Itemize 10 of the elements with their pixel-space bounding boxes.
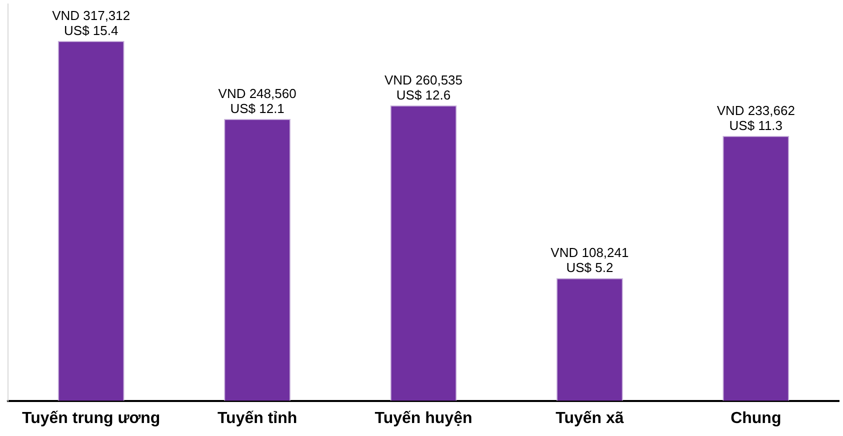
x-tick-label: Tuyến huyện (374, 410, 472, 427)
data-label: VND 108,241 US$ 5.2 (550, 245, 629, 276)
data-label: VND 317,312 US$ 15.4 (52, 8, 130, 38)
x-tick-label: Tuyến trung ương (22, 410, 160, 427)
x-tick-label: Tuyến tỉnh (217, 410, 298, 427)
data-label: VND 248,560 US$ 12.1 (218, 86, 296, 116)
data-label: VND 233,662 US$ 11.3 (716, 102, 795, 133)
x-tick-label: Chung (730, 410, 782, 427)
data-label: VND 260,535 US$ 12.6 (384, 72, 463, 103)
x-tick-label: Tuyến xã (556, 410, 624, 427)
